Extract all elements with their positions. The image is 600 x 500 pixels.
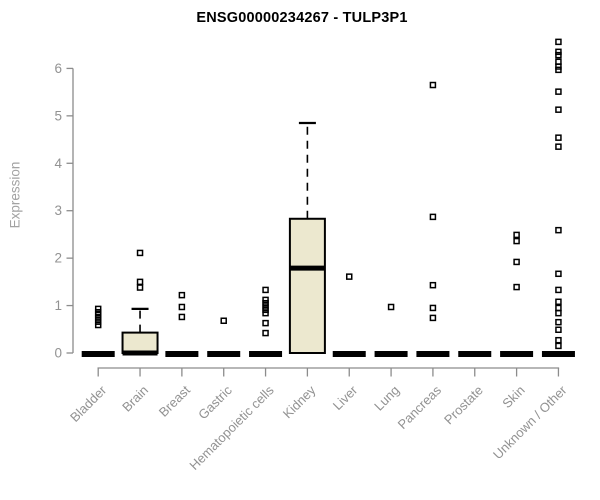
outlier-point-bladder <box>94 315 102 322</box>
x-tick-label-gastric: Gastric <box>195 382 235 422</box>
flat-box-bladder <box>81 351 115 357</box>
outlier-point-unknown-other <box>555 63 562 70</box>
outlier-point-unknown-other <box>555 66 562 74</box>
outlier-point-hematopoietic-cells <box>262 303 269 310</box>
box-brain <box>121 331 159 355</box>
y-tick-label: 0 <box>54 346 62 361</box>
outlier-point-unknown-other <box>555 342 562 350</box>
x-tick-label-prostate: Prostate <box>441 383 486 428</box>
outlier-point-liver <box>345 273 353 280</box>
outlier-point-unknown-other <box>555 298 562 306</box>
x-tick-label-lung: Lung <box>371 383 402 414</box>
outlier-point-pancreas <box>429 304 437 312</box>
outlier-point-hematopoietic-cells <box>262 286 269 294</box>
outlier-point-pancreas <box>429 81 437 89</box>
outlier-point-hematopoietic-cells <box>262 319 269 327</box>
flat-box-pancreas <box>416 351 450 357</box>
y-tick-label: 1 <box>54 298 62 313</box>
outlier-point-unknown-other <box>555 51 562 59</box>
outlier-point-brain <box>136 249 144 257</box>
outlier-point-breast <box>178 303 186 311</box>
y-tick-label: 2 <box>54 251 62 266</box>
y-tick-label: 6 <box>54 61 62 76</box>
x-tick-label-bladder: Bladder <box>67 382 110 425</box>
chart-title: ENSG00000234267 - TULP3P1 <box>196 10 408 26</box>
outlier-point-hematopoietic-cells <box>262 329 269 337</box>
outlier-point-unknown-other <box>555 134 562 141</box>
flat-box-gastric <box>207 351 241 357</box>
y-tick-label: 3 <box>54 203 62 218</box>
outlier-point-unknown-other <box>555 48 562 56</box>
outlier-point-unknown-other <box>555 286 562 294</box>
outlier-point-unknown-other <box>555 309 562 317</box>
outlier-point-hematopoietic-cells <box>262 296 269 304</box>
x-tick-label-breast: Breast <box>156 382 193 419</box>
outlier-point-pancreas <box>429 213 437 221</box>
outlier-point-bladder <box>94 318 102 325</box>
outlier-point-unknown-other <box>555 143 562 150</box>
x-tick-label-pancreas: Pancreas <box>395 382 445 432</box>
outlier-point-breast <box>178 291 186 299</box>
outlier-point-unknown-other <box>555 336 562 344</box>
flat-box-skin <box>500 351 534 357</box>
outlier-point-skin <box>513 231 520 239</box>
outlier-point-unknown-other <box>555 304 562 312</box>
outlier-point-unknown-other <box>555 326 562 334</box>
outlier-point-unknown-other <box>555 88 562 95</box>
x-tick-label-kidney: Kidney <box>280 382 319 421</box>
y-tick-label: 4 <box>54 156 62 171</box>
outlier-point-bladder <box>94 305 102 313</box>
outlier-point-pancreas <box>429 281 437 289</box>
outlier-point-unknown-other <box>555 106 562 113</box>
outlier-point-bladder <box>94 321 102 329</box>
outlier-point-brain <box>136 278 144 286</box>
outlier-point-unknown-other <box>555 226 562 234</box>
x-tick-label-unknown-other: Unknown / Other <box>490 382 570 462</box>
flat-box-liver <box>332 351 366 357</box>
outlier-point-unknown-other <box>555 270 562 278</box>
outlier-point-unknown-other <box>555 38 562 46</box>
outlier-point-brain <box>136 284 144 291</box>
box-kidney <box>288 217 326 354</box>
outlier-point-bladder <box>94 311 102 319</box>
outlier-point-lung <box>387 303 395 311</box>
outlier-point-pancreas <box>429 314 437 322</box>
x-tick-label-brain: Brain <box>119 383 151 415</box>
outlier-point-gastric <box>220 317 227 324</box>
x-tick-label-skin: Skin <box>499 383 527 411</box>
flat-box-breast <box>165 351 199 357</box>
outlier-point-unknown-other <box>555 318 562 326</box>
x-tick-label-liver: Liver <box>330 382 361 413</box>
outlier-point-skin <box>513 237 520 245</box>
flat-box-unknown-other <box>541 351 575 357</box>
outlier-point-skin <box>513 258 520 266</box>
y-tick-label: 5 <box>54 108 62 123</box>
flat-box-hematopoietic-cells <box>249 351 283 357</box>
outlier-point-hematopoietic-cells <box>262 309 269 317</box>
outlier-point-hematopoietic-cells <box>262 306 269 314</box>
flat-box-lung <box>374 351 408 357</box>
outlier-point-breast <box>178 313 186 321</box>
flat-box-prostate <box>458 351 492 357</box>
outlier-point-skin <box>513 283 520 291</box>
outlier-point-hematopoietic-cells <box>262 299 269 307</box>
